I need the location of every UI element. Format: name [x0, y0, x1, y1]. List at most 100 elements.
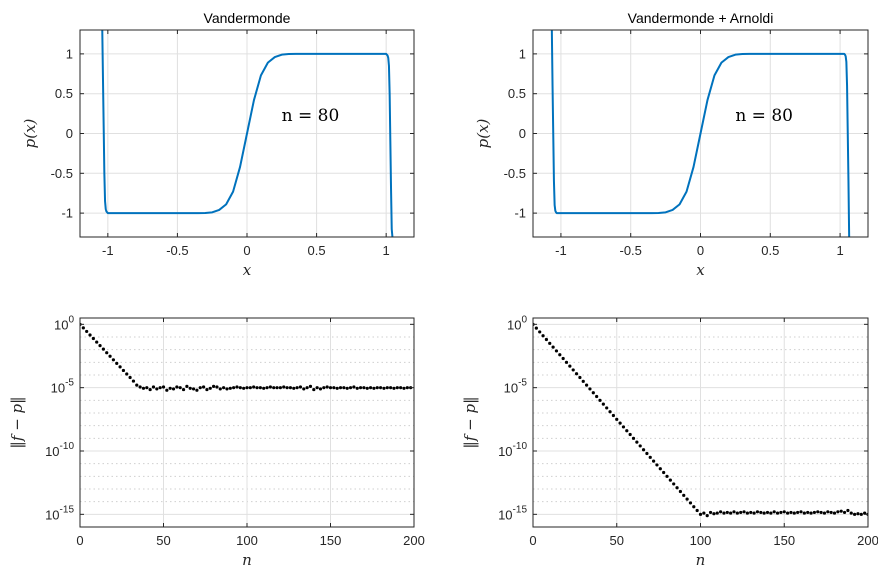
data-point: [578, 375, 582, 380]
y-tick-label: -0.5: [504, 166, 526, 181]
y-axis-label: ‖f − p‖: [461, 396, 479, 448]
data-point: [698, 512, 703, 516]
data-point: [812, 510, 817, 515]
data-point: [155, 387, 159, 391]
data-point: [668, 478, 672, 482]
data-point: [375, 386, 379, 390]
data-point: [762, 511, 766, 515]
data-point: [826, 510, 830, 514]
data-point: [786, 511, 790, 515]
data-point: [115, 361, 119, 365]
data-point: [352, 385, 356, 389]
x-tick-label: -1: [102, 243, 114, 258]
data-point: [165, 388, 169, 392]
data-point: [138, 385, 142, 389]
data-point: [789, 510, 793, 515]
data-point: [278, 386, 282, 390]
data-point: [288, 386, 293, 390]
data-point: [742, 510, 746, 514]
data-point: [615, 417, 619, 421]
data-point: [802, 511, 806, 515]
x-tick-label: 0: [529, 533, 536, 548]
data-point: [302, 387, 306, 391]
data-point: [91, 336, 95, 341]
data-point: [348, 386, 353, 390]
data-point: [245, 386, 249, 390]
x-tick-label: 200: [403, 533, 425, 548]
data-point: [625, 429, 629, 433]
data-point: [161, 385, 166, 389]
data-point: [568, 364, 572, 368]
data-point: [658, 467, 662, 471]
data-point: [389, 386, 393, 390]
data-point: [631, 436, 636, 440]
y-tick-label: 100: [507, 314, 527, 332]
data-point: [141, 386, 146, 390]
data-point: [551, 345, 555, 349]
data-point: [242, 386, 246, 390]
data-point: [235, 385, 239, 389]
data-point: [598, 398, 602, 402]
data-point: [544, 337, 549, 342]
data-point: [81, 326, 85, 330]
data-point: [255, 386, 259, 390]
data-point: [111, 358, 115, 362]
data-point: [188, 386, 192, 390]
data-point: [675, 486, 679, 490]
data-point: [382, 386, 386, 390]
data-point: [318, 387, 323, 391]
data-point: [702, 511, 706, 515]
data-point: [645, 451, 649, 456]
chart-title: Vandermonde: [204, 10, 291, 26]
x-tick-label: 0: [76, 533, 83, 548]
data-point: [362, 386, 366, 390]
data-point: [856, 512, 860, 516]
data-point: [205, 387, 209, 392]
data-point: [591, 391, 595, 395]
data-point: [588, 387, 592, 391]
data-point: [355, 386, 359, 390]
data-point: [125, 372, 129, 376]
data-point: [779, 510, 783, 515]
data-point: [692, 505, 696, 509]
data-point: [298, 385, 303, 389]
chart-title: Vandermonde + Arnoldi: [628, 10, 774, 26]
x-tick-label: 200: [857, 533, 878, 548]
y-tick-label: 10-15: [45, 504, 74, 522]
data-point: [105, 351, 109, 355]
data-point: [605, 406, 609, 410]
x-tick-label: 0: [243, 243, 250, 258]
data-point: [215, 385, 219, 389]
y-tick-label: 10-10: [45, 441, 74, 459]
data-point: [385, 386, 389, 390]
data-point: [268, 385, 272, 389]
x-tick-label: -0.5: [166, 243, 188, 258]
data-point: [282, 385, 286, 389]
data-point: [685, 497, 689, 501]
data-point: [85, 329, 89, 334]
data-point: [571, 368, 575, 372]
chart-1: -1 -0.5 0 0.5 1 1 0.5 0 -0.5 -1 Vandermonde x p(x) n …: [21, 10, 415, 279]
data-point: [799, 510, 803, 514]
data-point: [238, 386, 242, 390]
data-point: [558, 353, 562, 357]
data-point: [796, 510, 800, 515]
data-layer: [533, 322, 868, 518]
data-point: [225, 387, 229, 391]
y-tick-label: 0.5: [55, 86, 73, 101]
data-point: [842, 510, 847, 515]
data-point: [178, 386, 182, 390]
y-tick-label: 0: [66, 126, 73, 141]
data-point: [108, 354, 112, 358]
data-point: [262, 386, 266, 390]
y-tick-label: -1: [514, 206, 526, 221]
data-point: [712, 512, 716, 516]
data-point: [358, 386, 363, 390]
data-point: [198, 386, 202, 390]
data-point: [538, 330, 542, 334]
y-tick-label: 10-5: [504, 378, 528, 396]
x-tick-label: 100: [236, 533, 258, 548]
data-point: [305, 386, 309, 390]
data-point: [315, 386, 319, 390]
